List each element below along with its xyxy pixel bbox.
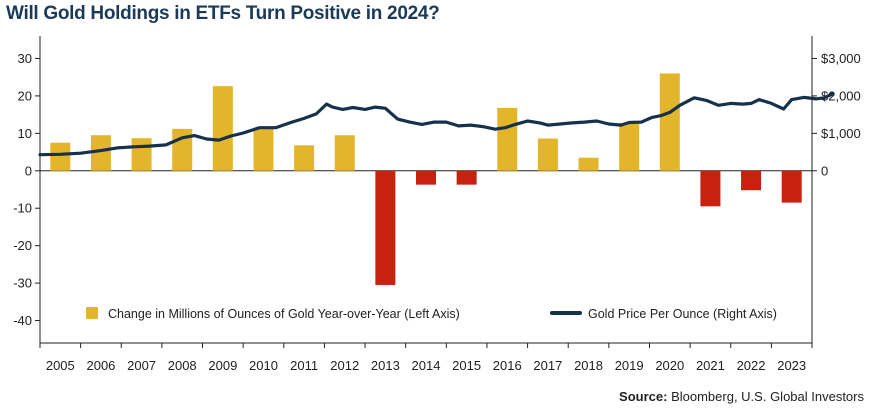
left-tick-label: 10 bbox=[18, 126, 32, 141]
x-tick-label: 2015 bbox=[452, 358, 481, 373]
bar-2012 bbox=[334, 135, 355, 171]
bar-2021 bbox=[700, 170, 721, 207]
bar-2020 bbox=[659, 73, 680, 171]
x-tick-label: 2013 bbox=[371, 358, 400, 373]
chart-title: Will Gold Holdings in ETFs Turn Positive… bbox=[6, 3, 440, 24]
left-tick-label: 20 bbox=[18, 88, 32, 103]
left-tick-label: -20 bbox=[13, 238, 32, 253]
bar-2019 bbox=[619, 122, 640, 171]
bar-2011 bbox=[294, 145, 315, 171]
right-tick-label: $1,000 bbox=[821, 126, 861, 141]
x-tick-label: 2010 bbox=[249, 358, 278, 373]
legend-swatch-bar bbox=[86, 307, 98, 319]
x-tick-label: 2021 bbox=[696, 358, 725, 373]
legend-label-bar: Change in Millions of Ounces of Gold Yea… bbox=[108, 307, 460, 321]
x-tick-label: 2018 bbox=[574, 358, 603, 373]
left-tick-label: 0 bbox=[25, 163, 32, 178]
left-tick-label: 30 bbox=[18, 51, 32, 66]
x-tick-label: 2008 bbox=[168, 358, 197, 373]
source-text: Bloomberg, U.S. Global Investors bbox=[671, 389, 864, 404]
x-tick-label: 2005 bbox=[46, 358, 75, 373]
x-tick-label: 2023 bbox=[777, 358, 806, 373]
bar-2007 bbox=[131, 138, 152, 171]
source-line: Source: Bloomberg, U.S. Global Investors bbox=[619, 389, 864, 404]
x-tick-label: 2007 bbox=[127, 358, 156, 373]
source-label: Source: bbox=[619, 389, 668, 404]
bar-2018 bbox=[578, 157, 599, 171]
bar-2013 bbox=[375, 170, 396, 285]
x-tick-label: 2009 bbox=[208, 358, 237, 373]
bar-2010 bbox=[253, 127, 274, 171]
bar-2005 bbox=[50, 142, 71, 171]
x-tick-label: 2006 bbox=[86, 358, 115, 373]
x-tick-label: 2012 bbox=[330, 358, 359, 373]
right-tick-label: $2,000 bbox=[821, 88, 861, 103]
x-tick-label: 2014 bbox=[412, 358, 441, 373]
gold-price-line bbox=[38, 92, 834, 157]
left-tick-label: -40 bbox=[13, 313, 32, 328]
bar-2015 bbox=[456, 170, 477, 185]
x-tick-label: 2016 bbox=[493, 358, 522, 373]
x-tick-label: 2017 bbox=[533, 358, 562, 373]
left-tick-label: -30 bbox=[13, 276, 32, 291]
bar-2016 bbox=[497, 107, 518, 171]
x-tick-label: 2022 bbox=[737, 358, 766, 373]
right-tick-label: 0 bbox=[821, 163, 828, 178]
bar-2014 bbox=[416, 170, 436, 185]
x-tick-label: 2019 bbox=[615, 358, 644, 373]
legend-label-line: Gold Price Per Ounce (Right Axis) bbox=[588, 307, 777, 321]
x-tick-label: 2020 bbox=[655, 358, 684, 373]
bar-2006 bbox=[90, 135, 111, 171]
bar-2023 bbox=[781, 170, 802, 203]
left-tick-label: -10 bbox=[13, 201, 32, 216]
right-tick-label: $3,000 bbox=[821, 51, 861, 66]
bar-2017 bbox=[537, 138, 558, 171]
bar-2022 bbox=[741, 170, 762, 191]
x-tick-label: 2011 bbox=[290, 358, 318, 373]
bar-2009 bbox=[212, 86, 233, 171]
